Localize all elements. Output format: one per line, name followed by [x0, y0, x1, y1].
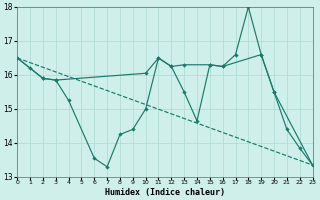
X-axis label: Humidex (Indice chaleur): Humidex (Indice chaleur) [105, 188, 225, 197]
